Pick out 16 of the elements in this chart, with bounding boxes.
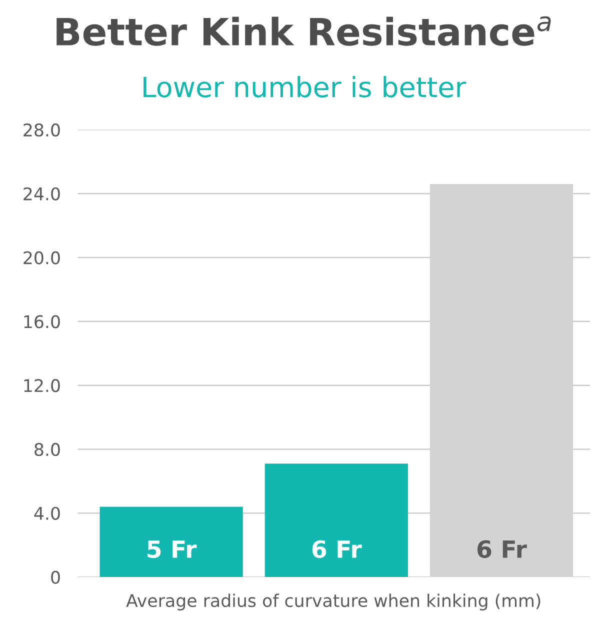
y-tick-label: 16.0 [24,315,60,328]
y-tick-label: 28.0 [24,123,60,137]
y-tick-label: 24.0 [24,187,60,200]
y-tick-label: 20.0 [24,251,60,264]
y-tick-label: 12.0 [24,379,60,392]
bar [100,506,243,578]
y-tick-label: 8.0 [34,442,60,456]
y-tick-label: 4.0 [34,506,60,520]
x-tick-label: 6 Fr [478,540,527,558]
x-tick-label: 6 Fr [312,540,362,558]
chart-title: Better Kink Resistance$^{a}$ [56,16,551,46]
chart-subtitle: Lower number is better [144,76,466,98]
bar [264,464,408,578]
y-tick-label: 0 [51,570,60,584]
x-axis-title: Average radius of curvature when kinking (mm) [126,594,540,610]
x-tick-label: 5 Fr [148,540,197,558]
